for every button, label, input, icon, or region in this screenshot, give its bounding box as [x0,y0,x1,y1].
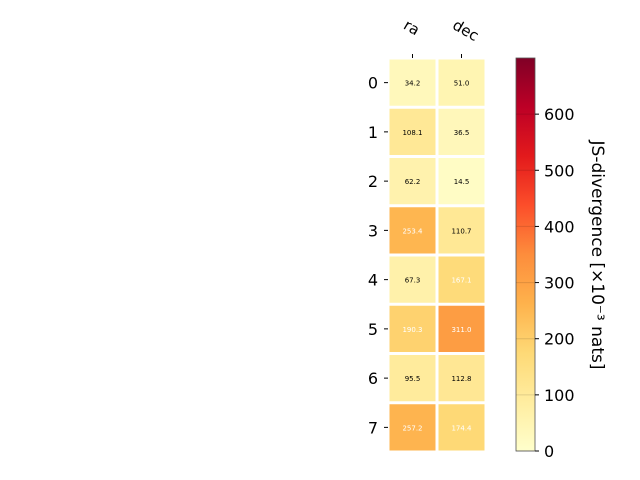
cell-value-label: 34.2 [405,80,421,88]
colorbar-tick-label: 0 [544,442,554,461]
y-tick-label: 7 [368,418,378,437]
y-tick-label: 2 [368,172,378,191]
cell-value-label: 108.1 [402,129,422,137]
heatmap-cell [389,59,436,106]
colorbar-tick-label: 400 [544,217,575,236]
y-tick-label: 0 [368,74,378,93]
heatmap-cells: 34.2 51.0 108.1 36.5 62.2 14.5 253.4 110.7 67.3 1… [389,59,485,451]
heatmap-cell [389,158,436,205]
colorbar-label: JS-divergence [×10⁻³ nats] [587,140,607,370]
heatmap-cell [438,59,485,106]
colorbar-tick-label: 300 [544,274,575,293]
y-tick-label: 5 [368,320,378,339]
heatmap-cell [438,158,485,205]
colorbar-tick-label: 100 [544,386,575,405]
x-tick-label: ra [401,16,423,39]
heatmap-cell [438,305,485,352]
heatmap-cell [438,355,485,402]
cell-value-label: 257.2 [402,424,422,432]
cell-value-label: 95.5 [405,375,421,383]
cell-value-label: 62.2 [405,178,421,186]
heatmap-cell [438,404,485,451]
colorbar-gradient [515,57,536,452]
cell-value-label: 253.4 [402,227,423,235]
y-tick-label: 6 [368,369,378,388]
y-tick-label: 4 [368,271,378,290]
cell-value-label: 167.1 [451,277,471,285]
colorbar-tick-label: 200 [544,330,575,349]
heatmap-cell [389,305,436,352]
heatmap-cell [389,207,436,254]
cell-value-label: 14.5 [454,178,470,186]
cell-value-label: 311.0 [451,326,471,334]
cell-value-label: 51.0 [454,80,470,88]
heatmap-cell [438,256,485,303]
colorbar: 0 100 200 300 400 500 600 JS-divergence [×10⁻³ … [515,57,607,461]
colorbar-tick-label: 600 [544,105,575,124]
cell-value-label: 67.3 [405,277,421,285]
cell-value-label: 110.7 [451,227,471,235]
y-tick-label: 1 [368,123,378,142]
heatmap-cell [438,207,485,254]
heatmap-cell [389,355,436,402]
colorbar-tick-label: 500 [544,161,575,180]
heatmap-cell [389,108,436,155]
x-tick-label: dec [450,16,482,45]
cell-value-label: 112.8 [451,375,471,383]
heatmap-cell [438,108,485,155]
heatmap-cell [389,256,436,303]
y-tick-label: 3 [368,221,378,240]
cell-value-label: 190.3 [402,326,422,334]
cell-value-label: 174.4 [451,424,472,432]
heatmap-cell [389,404,436,451]
cell-value-label: 36.5 [454,129,470,137]
